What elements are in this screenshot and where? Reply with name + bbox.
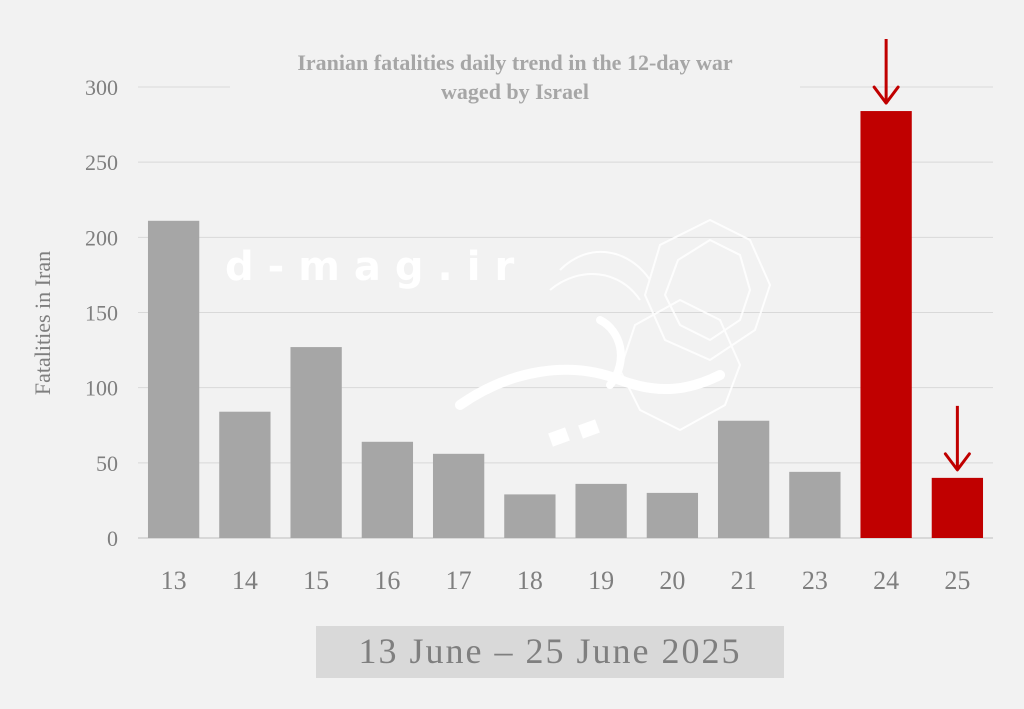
bar-20: [646, 492, 699, 538]
x-tick-label: 23: [802, 566, 828, 595]
bar-23: [789, 471, 841, 538]
chart-title-line-2: waged by Israel: [441, 79, 589, 104]
x-tick-label: 13: [161, 566, 187, 595]
bars: [147, 111, 984, 538]
bar-18: [504, 494, 556, 538]
bar-17: [432, 453, 485, 538]
chart-title-line-1: Iranian fatalities daily trend in the 12…: [297, 50, 733, 75]
x-tick-label: 18: [517, 566, 543, 595]
down-arrow-icon: [943, 405, 971, 472]
y-tick-label: 200: [85, 225, 118, 250]
y-tick-label: 0: [107, 526, 118, 551]
x-tick-label: 15: [303, 566, 329, 595]
down-arrow-icon: [872, 39, 900, 105]
x-tick-label: 25: [944, 566, 970, 595]
date-range-box: [316, 626, 784, 678]
date-range-label: 13 June – 25 June 2025: [358, 631, 742, 671]
y-axis-label: Fatalities in Iran: [30, 251, 55, 395]
x-tick-label: 20: [659, 566, 685, 595]
bar-13: [147, 220, 200, 538]
y-tick-labels: 0 50 100 150 200 250 300: [85, 75, 118, 551]
y-tick-label: 300: [85, 75, 118, 100]
bar-15: [290, 347, 342, 538]
y-tick-label: 250: [85, 150, 118, 175]
y-tick-label: 150: [85, 301, 118, 326]
bar-21: [717, 420, 770, 538]
x-tick-label: 17: [446, 566, 472, 595]
x-tick-label: 14: [232, 566, 258, 595]
x-tick-label: 21: [731, 566, 757, 595]
x-tick-label: 16: [374, 566, 400, 595]
bar-25: [931, 477, 984, 538]
x-tick-label: 19: [588, 566, 614, 595]
bar-24: [860, 111, 912, 538]
y-tick-label: 100: [85, 376, 118, 401]
bar-16: [361, 441, 414, 538]
x-tick-labels: 13 14 15 16 17 18 19 20 21 23 24 25: [161, 566, 971, 595]
title-background: [230, 48, 800, 110]
bar-19: [575, 483, 627, 538]
y-tick-label: 50: [96, 451, 118, 476]
chart-title: Iranian fatalities daily trend in the 12…: [215, 48, 815, 106]
watermark-text: d-mag.ir: [225, 244, 529, 290]
bar-14: [219, 411, 271, 538]
watermark-logo: [455, 218, 772, 447]
highlight-arrows: [872, 39, 971, 472]
x-tick-label: 24: [873, 566, 899, 595]
